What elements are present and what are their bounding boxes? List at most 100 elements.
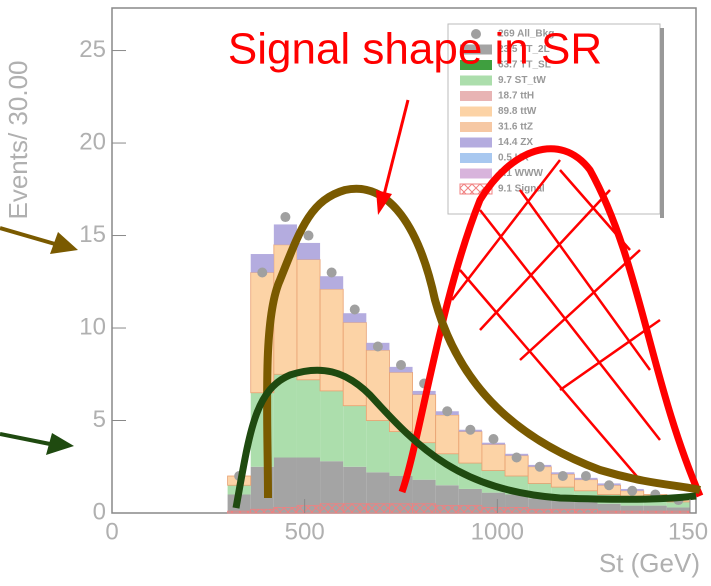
histogram-bar — [666, 507, 690, 513]
data-point — [303, 230, 314, 241]
signal-bar — [574, 508, 598, 514]
signal-bar — [527, 508, 552, 514]
histogram-bar — [273, 374, 297, 458]
signal-bar — [342, 503, 367, 514]
x-tick-label: 500 — [285, 518, 325, 545]
x-tick-label: 150 — [668, 518, 708, 545]
legend-label: 14.4 ZX — [498, 137, 533, 148]
legend-swatch — [460, 137, 492, 148]
data-point — [534, 461, 545, 472]
signal-bar — [365, 503, 390, 514]
x-tick-label: 1000 — [471, 518, 524, 545]
second-background-curve — [232, 366, 697, 509]
legend-label: 23.5 TT_2L — [498, 44, 550, 55]
left-arrowhead — [50, 232, 78, 254]
legend: 269 All_Bkg 23.5 TT_2L 63.7 TT_SL 9.7 ST_tW… — [447, 23, 664, 218]
histogram-bar — [273, 457, 297, 513]
legend-swatch — [460, 122, 492, 132]
signal-bar — [666, 510, 691, 514]
data-point — [580, 471, 591, 482]
legend-marker — [471, 29, 481, 39]
histogram-bar — [343, 466, 367, 513]
legend-swatch — [460, 153, 492, 163]
legend-box — [447, 23, 661, 215]
legend-swatch — [460, 60, 492, 70]
legend-swatch — [460, 44, 492, 55]
histogram-bar — [343, 313, 367, 323]
signal-hatch — [451, 159, 661, 481]
legend-swatch — [460, 168, 492, 179]
legend-label: 9.1 Signal — [498, 184, 545, 195]
histogram-bar — [343, 405, 367, 467]
signal-bar — [389, 503, 413, 514]
histogram-bar — [643, 500, 667, 506]
histogram-bar — [481, 444, 506, 471]
y-tick-label: 0 — [93, 498, 106, 525]
signal-bar — [273, 507, 298, 514]
annotation-text: Signal shape in SR — [228, 25, 602, 74]
left-arrow — [0, 226, 56, 246]
legend-label: 9.7 ST_tW — [498, 75, 546, 86]
annotation-arrow — [382, 99, 410, 196]
data-point — [604, 480, 615, 491]
signal-bar — [319, 503, 344, 514]
histogram-bar — [296, 242, 321, 260]
legend-label: 63.7 TT_SL — [498, 60, 551, 71]
histogram-bar — [342, 322, 367, 407]
signal-bar — [296, 505, 321, 514]
legend-label: 18.7 ttH — [498, 91, 534, 102]
histogram-bar — [620, 505, 644, 513]
histogram-bar — [597, 503, 621, 513]
background-shape-curve — [263, 184, 701, 499]
data-point — [557, 471, 568, 482]
histogram-bar — [643, 505, 667, 513]
y-tick-label: 20 — [79, 128, 106, 155]
histogram-bar — [458, 431, 483, 464]
x-axis-label: St (GeV) — [599, 548, 700, 578]
histogram-bar — [574, 501, 598, 513]
y-tick-label: 10 — [79, 313, 106, 340]
histogram-bar — [574, 479, 598, 492]
y-axis-label: Events/ 30.00 — [3, 61, 33, 220]
legend-swatch — [459, 183, 493, 195]
legend-swatch — [460, 106, 492, 117]
histogram-bar — [296, 457, 321, 513]
plot-area — [227, 212, 691, 514]
histogram-bar — [296, 379, 321, 458]
legend-swatch — [460, 91, 492, 101]
data-point — [442, 406, 453, 417]
data-point — [511, 452, 522, 463]
legend-label: 31.6 ttZ — [498, 122, 533, 133]
histogram-bar — [366, 472, 390, 513]
legend-label: 269 All_Bkg — [498, 29, 554, 40]
data-point — [627, 485, 638, 496]
signal-bar — [412, 503, 437, 514]
histogram-bar — [320, 276, 344, 290]
left-arrowhead — [46, 433, 74, 455]
histogram-bar — [296, 259, 321, 381]
y-tick-label: 5 — [93, 406, 106, 433]
signal-bar — [620, 510, 645, 514]
data-point — [349, 304, 360, 315]
signal-bar — [435, 505, 460, 514]
signal-bar — [458, 505, 483, 514]
left-arrow — [0, 432, 51, 446]
histogram-bar — [320, 390, 344, 462]
data-point — [280, 212, 291, 223]
histogram-bar — [250, 254, 274, 273]
histogram-bar — [320, 461, 344, 513]
histogram-bar — [273, 224, 297, 245]
annotations: Signal shape in SR — [0, 25, 704, 509]
data-point — [326, 267, 337, 278]
legend-shadow — [660, 28, 664, 218]
histogram-bar — [366, 420, 390, 473]
y-tick-label: 15 — [79, 221, 106, 248]
signal-bar — [550, 508, 575, 514]
signal-bar — [227, 510, 252, 514]
signal-bar — [250, 508, 275, 514]
x-tick-label: 0 — [105, 518, 118, 545]
signal-bar — [504, 507, 529, 514]
data-point — [465, 424, 476, 435]
signal-bar — [643, 510, 668, 514]
